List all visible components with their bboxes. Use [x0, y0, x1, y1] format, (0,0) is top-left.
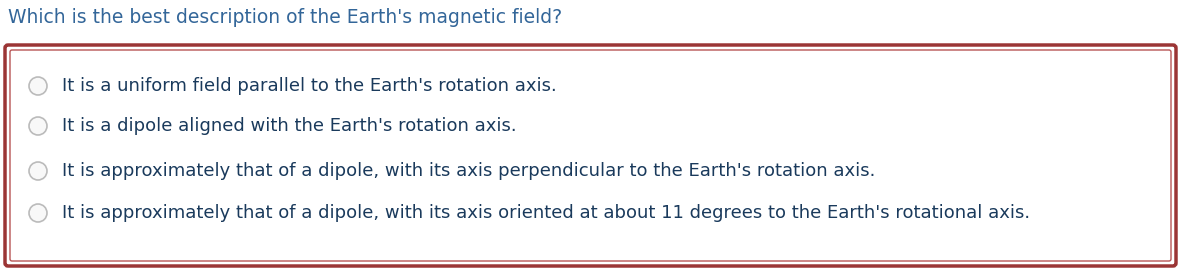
Text: It is a uniform field parallel to the Earth's rotation axis.: It is a uniform field parallel to the Ea… [62, 77, 557, 95]
Text: It is approximately that of a dipole, with its axis perpendicular to the Earth's: It is approximately that of a dipole, wi… [62, 162, 875, 180]
Circle shape [29, 77, 47, 95]
Circle shape [29, 117, 47, 135]
Text: Which is the best description of the Earth's magnetic field?: Which is the best description of the Ear… [8, 8, 562, 27]
FancyBboxPatch shape [5, 45, 1176, 266]
Text: It is approximately that of a dipole, with its axis oriented at about 11 degrees: It is approximately that of a dipole, wi… [62, 204, 1030, 222]
Circle shape [29, 204, 47, 222]
Circle shape [29, 162, 47, 180]
Text: It is a dipole aligned with the Earth's rotation axis.: It is a dipole aligned with the Earth's … [62, 117, 517, 135]
